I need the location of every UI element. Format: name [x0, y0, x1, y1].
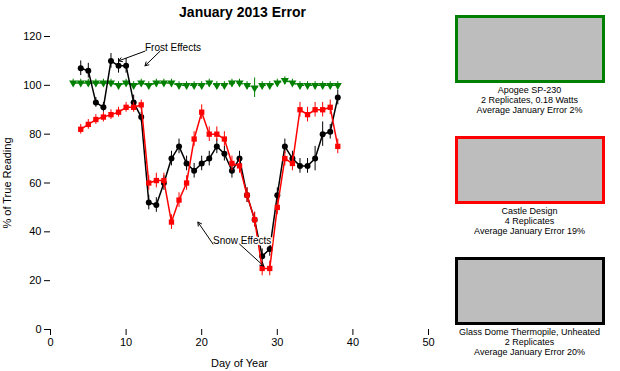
svg-text:Snow Effects: Snow Effects: [213, 235, 271, 246]
html-text:Apogee SP-230 2 Replicates, 0.: Apogee SP-230 2 Replicates, 0.18 Watts A…: [476, 84, 583, 115]
svg-text:50: 50: [422, 336, 434, 348]
svg-text:40: 40: [347, 336, 359, 348]
svg-text:10: 10: [120, 336, 132, 348]
svg-text:Frost Effects: Frost Effects: [145, 42, 201, 53]
svg-text:0: 0: [35, 323, 41, 335]
html-text:Glass Dome Thermopile, Unheate: Glass Dome Thermopile, Unheated 2 Replic…: [459, 326, 600, 357]
svg-text:% of True Reading: % of True Reading: [1, 137, 13, 228]
svg-text:40: 40: [29, 225, 41, 237]
html-text:January 2013 Error: January 2013 Error: [179, 4, 306, 20]
svg-text:0: 0: [47, 336, 53, 348]
svg-text:Day of Year: Day of Year: [211, 357, 268, 369]
svg-text:30: 30: [271, 336, 283, 348]
svg-text:100: 100: [23, 79, 41, 91]
svg-text:20: 20: [29, 274, 41, 286]
svg-text:60: 60: [29, 177, 41, 189]
svg-text:20: 20: [196, 336, 208, 348]
svg-text:80: 80: [29, 128, 41, 140]
svg-text:120: 120: [23, 30, 41, 42]
html-text:Castle Design 4 Replicates Ave: Castle Design 4 Replicates Average Janua…: [474, 205, 585, 236]
